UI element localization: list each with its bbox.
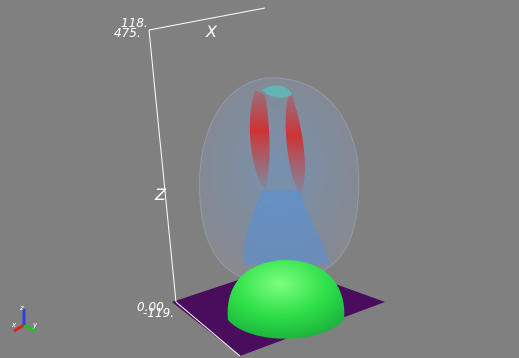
render-view: 118. 475. X Z 0.00 -119. x y z — [0, 0, 519, 358]
x-axis-label: X — [205, 22, 218, 41]
page: 118. 475. X Z 0.00 -119. x y z (() => { … — [0, 0, 519, 358]
top-label: 475. — [114, 26, 141, 40]
z-axis-label: Z — [154, 185, 167, 204]
triad-label: y — [32, 321, 38, 329]
triad-label: x — [11, 321, 17, 329]
bottom-label: -119. — [143, 306, 174, 320]
triad-label: z — [19, 304, 24, 312]
